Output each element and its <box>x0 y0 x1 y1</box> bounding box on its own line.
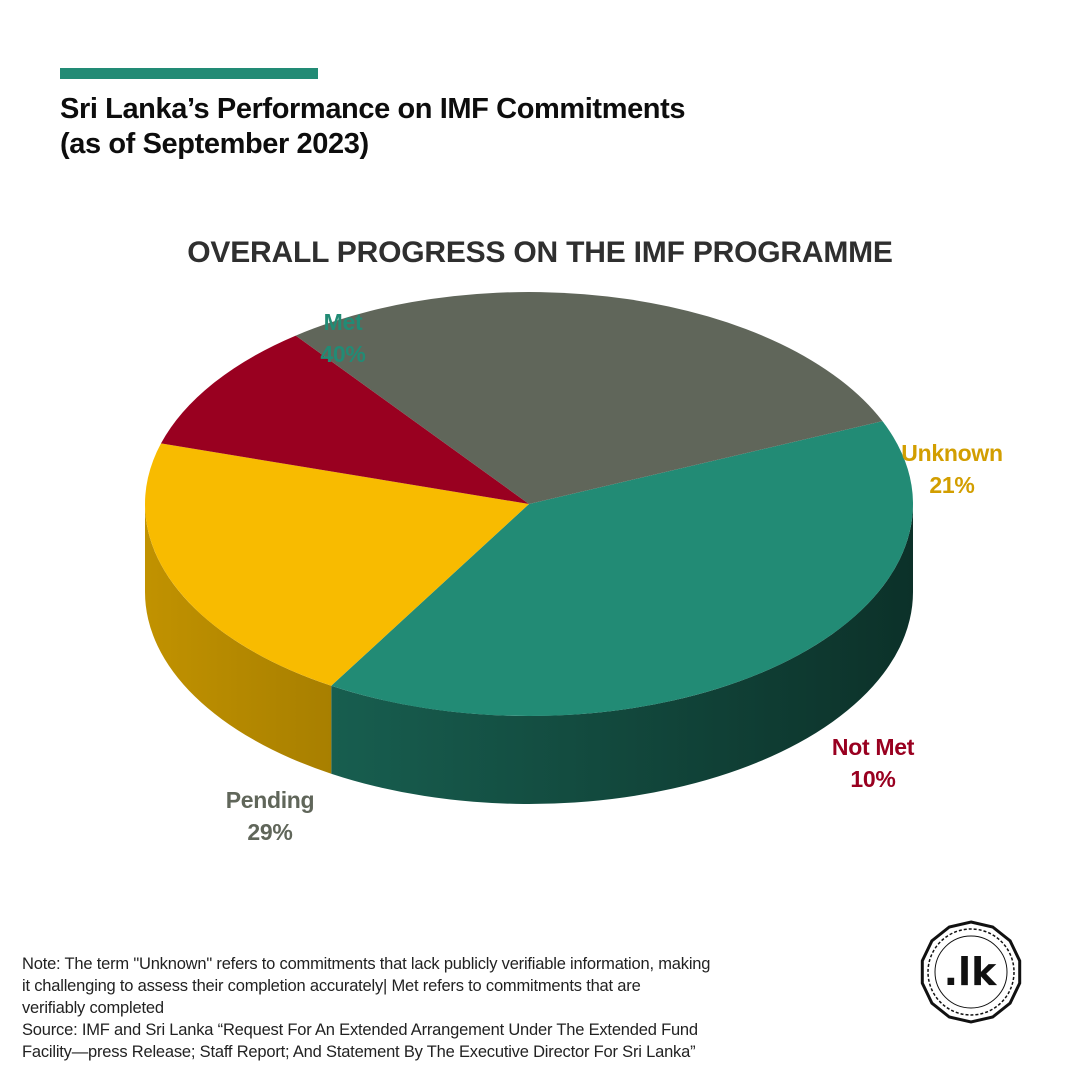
slice-value-unknown: 21% <box>929 472 975 498</box>
pie-slice-not-met <box>161 335 529 504</box>
slice-label-not-met: Not Met 10% <box>831 731 915 795</box>
slice-value-not-met: 10% <box>850 766 896 792</box>
chart-title: OVERALL PROGRESS ON THE IMF PROGRAMME <box>187 236 893 269</box>
slice-name-not-met: Not Met <box>831 734 915 760</box>
page-title: Sri Lanka’s Performance on IMF Commitmen… <box>60 92 760 162</box>
slice-name-met: Met <box>323 309 363 335</box>
pie-side-unknown <box>145 504 332 774</box>
page-title-line-2: (as of September 2023) <box>60 128 369 160</box>
slice-label-met: Met 40% <box>320 306 365 370</box>
title-accent-bar <box>60 68 318 79</box>
footnote-line: Note: The term "Unknown" refers to commi… <box>22 955 711 973</box>
footnote: Note: The term "Unknown" refers to commi… <box>22 953 822 1063</box>
page-title-line-1: Sri Lanka’s Performance on IMF Commitmen… <box>60 93 686 125</box>
pie-slice-pending <box>295 292 883 504</box>
lk-logo-text: .lk <box>944 950 997 994</box>
footnote-line: it challenging to assess their completio… <box>22 977 641 995</box>
pie-side-met <box>331 504 914 804</box>
slice-label-unknown: Unknown 21% <box>901 437 1003 501</box>
pie-slice-met <box>331 421 914 717</box>
slice-value-met: 40% <box>320 341 366 367</box>
slice-name-pending: Pending <box>225 787 315 813</box>
footnote-line: Source: IMF and Sri Lanka “Request For A… <box>22 1021 698 1039</box>
footnote-line: verifiably completed <box>22 999 164 1017</box>
slice-value-pending: 29% <box>247 819 293 845</box>
lk-logo: .lk <box>920 920 1022 1024</box>
slice-name-unknown: Unknown <box>901 440 1003 466</box>
pie-slice-unknown <box>145 443 529 686</box>
footnote-line: Facility—press Release; Staff Report; An… <box>22 1043 696 1061</box>
slice-label-pending: Pending 29% <box>226 784 315 848</box>
